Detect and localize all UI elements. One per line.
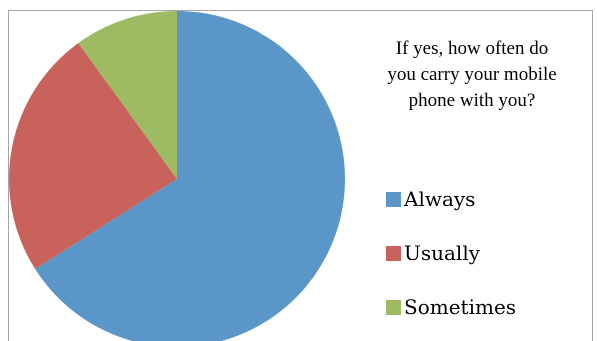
legend-label-always: Always — [404, 187, 476, 211]
legend-item-always: Always — [386, 172, 586, 226]
legend-item-sometimes: Sometimes — [386, 280, 586, 334]
legend-item-usually: Usually — [386, 226, 586, 280]
pie-slice-usually — [8, 43, 177, 270]
legend: Always Usually Sometimes — [386, 172, 586, 334]
chart-title: If yes, how often do you carry your mobi… — [387, 38, 557, 111]
legend-label-sometimes: Sometimes — [404, 295, 517, 319]
legend-swatch-sometimes — [386, 299, 401, 315]
legend-label-usually: Usually — [404, 241, 481, 265]
legend-swatch-always — [386, 191, 401, 207]
legend-swatch-usually — [386, 245, 401, 261]
pie-slice-always — [35, 11, 345, 341]
pie-slice-sometimes — [78, 11, 177, 179]
pie-slices — [8, 11, 345, 341]
